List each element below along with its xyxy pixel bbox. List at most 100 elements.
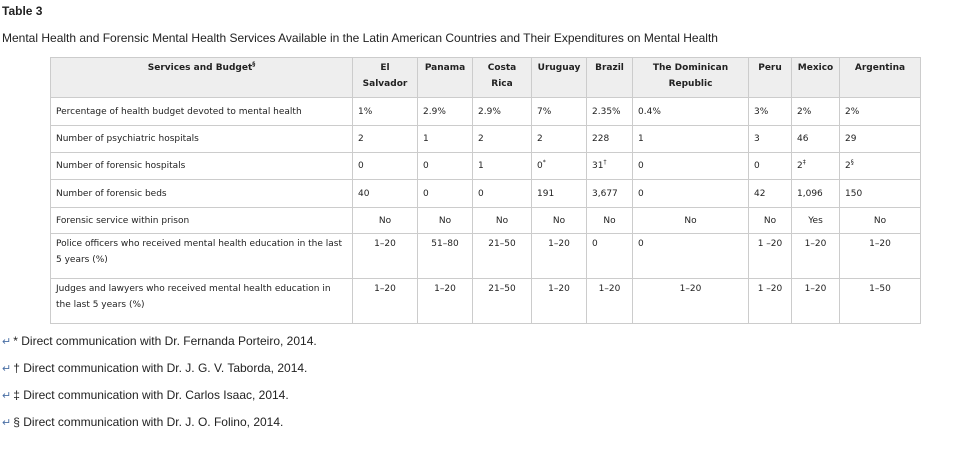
table-row: Number of forensic hospitals 0 0 1 0* 31… [50, 152, 921, 180]
table-cell: 1% [352, 97, 418, 126]
table-cell: 1–20 [352, 233, 418, 279]
table-cell: 2.35% [586, 97, 633, 126]
header-cell: Services and Budget§ [50, 57, 353, 98]
footnote-text: Direct communication with Dr. J. G. V. T… [23, 361, 308, 375]
table-cell: Yes [791, 207, 840, 234]
table-cell: 1,096 [791, 179, 840, 208]
table-cell: 1–20 [531, 233, 587, 279]
footnote: ↵ * Direct communication with Dr. Fernand… [2, 333, 317, 360]
return-arrow-icon[interactable]: ↵ [2, 417, 12, 429]
table-cell: 1–20 [791, 233, 840, 279]
header-cell: Mexico [791, 57, 840, 98]
table-cell: No [472, 207, 532, 234]
table-cell: 0* [531, 152, 587, 180]
table-cell: 0 [748, 152, 792, 180]
table-cell: 1–20 [791, 278, 840, 324]
table-cell: 46 [791, 125, 840, 153]
header-cell: Peru [748, 57, 792, 98]
row-label: Police officers who received mental heal… [50, 233, 353, 279]
table-cell: 7% [531, 97, 587, 126]
table-cell: 2§ [839, 152, 921, 180]
table-cell: 2% [791, 97, 840, 126]
footnote-marker: † [13, 361, 20, 375]
table-cell: 2.9% [417, 97, 473, 126]
table-cell: No [748, 207, 792, 234]
table-cell: 31† [586, 152, 633, 180]
footnote: ↵ § Direct communication with Dr. J. O. F… [2, 414, 317, 441]
footnote: ↵ ‡ Direct communication with Dr. Carlos … [2, 387, 317, 414]
return-arrow-icon[interactable]: ↵ [2, 336, 12, 348]
table-cell: 2 [531, 125, 587, 153]
table-cell: 1–50 [839, 278, 921, 324]
table-cell: 1 [417, 125, 473, 153]
table-cell: 3 [748, 125, 792, 153]
table-cell: 3,677 [586, 179, 633, 208]
table-row: Number of psychiatric hospitals 2 1 2 2 … [50, 125, 921, 153]
header-row: Services and Budget§ El Salvador Panama … [50, 57, 921, 98]
table-cell: 228 [586, 125, 633, 153]
header-cell: Uruguay [531, 57, 587, 98]
table-cell: 0 [472, 179, 532, 208]
footnote-text: Direct communication with Dr. Carlos Isa… [23, 388, 289, 402]
table-cell: 1–20 [586, 278, 633, 324]
row-label: Judges and lawyers who received mental h… [50, 278, 353, 324]
footnote: ↵ † Direct communication with Dr. J. G. V… [2, 360, 317, 387]
table-cell: 3% [748, 97, 792, 126]
table-cell: 0.4% [632, 97, 749, 126]
footnote-marker: ‡ [13, 388, 20, 402]
table-cell: 21–50 [472, 278, 532, 324]
row-label: Forensic service within prison [50, 207, 353, 234]
table-cell: 1 [632, 125, 749, 153]
table-cell: No [531, 207, 587, 234]
table-row: Judges and lawyers who received mental h… [50, 278, 921, 324]
footnote-marker: * [13, 334, 18, 348]
header-cell: El Salvador [352, 57, 418, 98]
table-cell: 2 [472, 125, 532, 153]
table-cell: 1 –20 [748, 233, 792, 279]
header-cell: Argentina [839, 57, 921, 98]
table-cell: 21–50 [472, 233, 532, 279]
table-cell: 1–20 [352, 278, 418, 324]
table-cell: 0 [632, 152, 749, 180]
table-label: Table 3 [2, 4, 43, 18]
table-cell: 0 [632, 179, 749, 208]
footnote-text: Direct communication with Dr. J. O. Foli… [23, 415, 284, 429]
table-cell: 40 [352, 179, 418, 208]
services-table: Services and Budget§ El Salvador Panama … [50, 57, 921, 324]
table-cell: No [839, 207, 921, 234]
table-cell: 42 [748, 179, 792, 208]
table-cell: 0 [417, 152, 473, 180]
header-cell: Costa Rica [472, 57, 532, 98]
row-label: Number of forensic beds [50, 179, 353, 208]
table-cell: 1–20 [417, 278, 473, 324]
table-cell: 2 [352, 125, 418, 153]
table-cell: 2.9% [472, 97, 532, 126]
row-label: Number of forensic hospitals [50, 152, 353, 180]
return-arrow-icon[interactable]: ↵ [2, 363, 12, 375]
table-cell: 2% [839, 97, 921, 126]
table-cell: 0 [632, 233, 749, 279]
table-cell: 51–80 [417, 233, 473, 279]
row-label: Number of psychiatric hospitals [50, 125, 353, 153]
header-cell: Panama [417, 57, 473, 98]
table-row: Forensic service within prison No No No … [50, 207, 921, 234]
table-caption: Mental Health and Forensic Mental Health… [2, 31, 718, 45]
table-cell: 2‡ [791, 152, 840, 180]
return-arrow-icon[interactable]: ↵ [2, 390, 12, 402]
header-cell: The Dominican Republic [632, 57, 749, 98]
header-cell: Brazil [586, 57, 633, 98]
table-row: Number of forensic beds 40 0 0 191 3,677… [50, 179, 921, 208]
table-cell: 0 [417, 179, 473, 208]
table-cell: No [586, 207, 633, 234]
table-cell: 0 [352, 152, 418, 180]
footnote-marker: § [13, 415, 20, 429]
table-cell: 1–20 [531, 278, 587, 324]
table-cell: 1–20 [632, 278, 749, 324]
table-cell: No [417, 207, 473, 234]
footnotes: ↵ * Direct communication with Dr. Fernand… [2, 333, 317, 441]
table-row: Police officers who received mental heal… [50, 233, 921, 279]
row-label: Percentage of health budget devoted to m… [50, 97, 353, 126]
table-cell: 1 [472, 152, 532, 180]
table-cell: 150 [839, 179, 921, 208]
table-row: Percentage of health budget devoted to m… [50, 97, 921, 126]
